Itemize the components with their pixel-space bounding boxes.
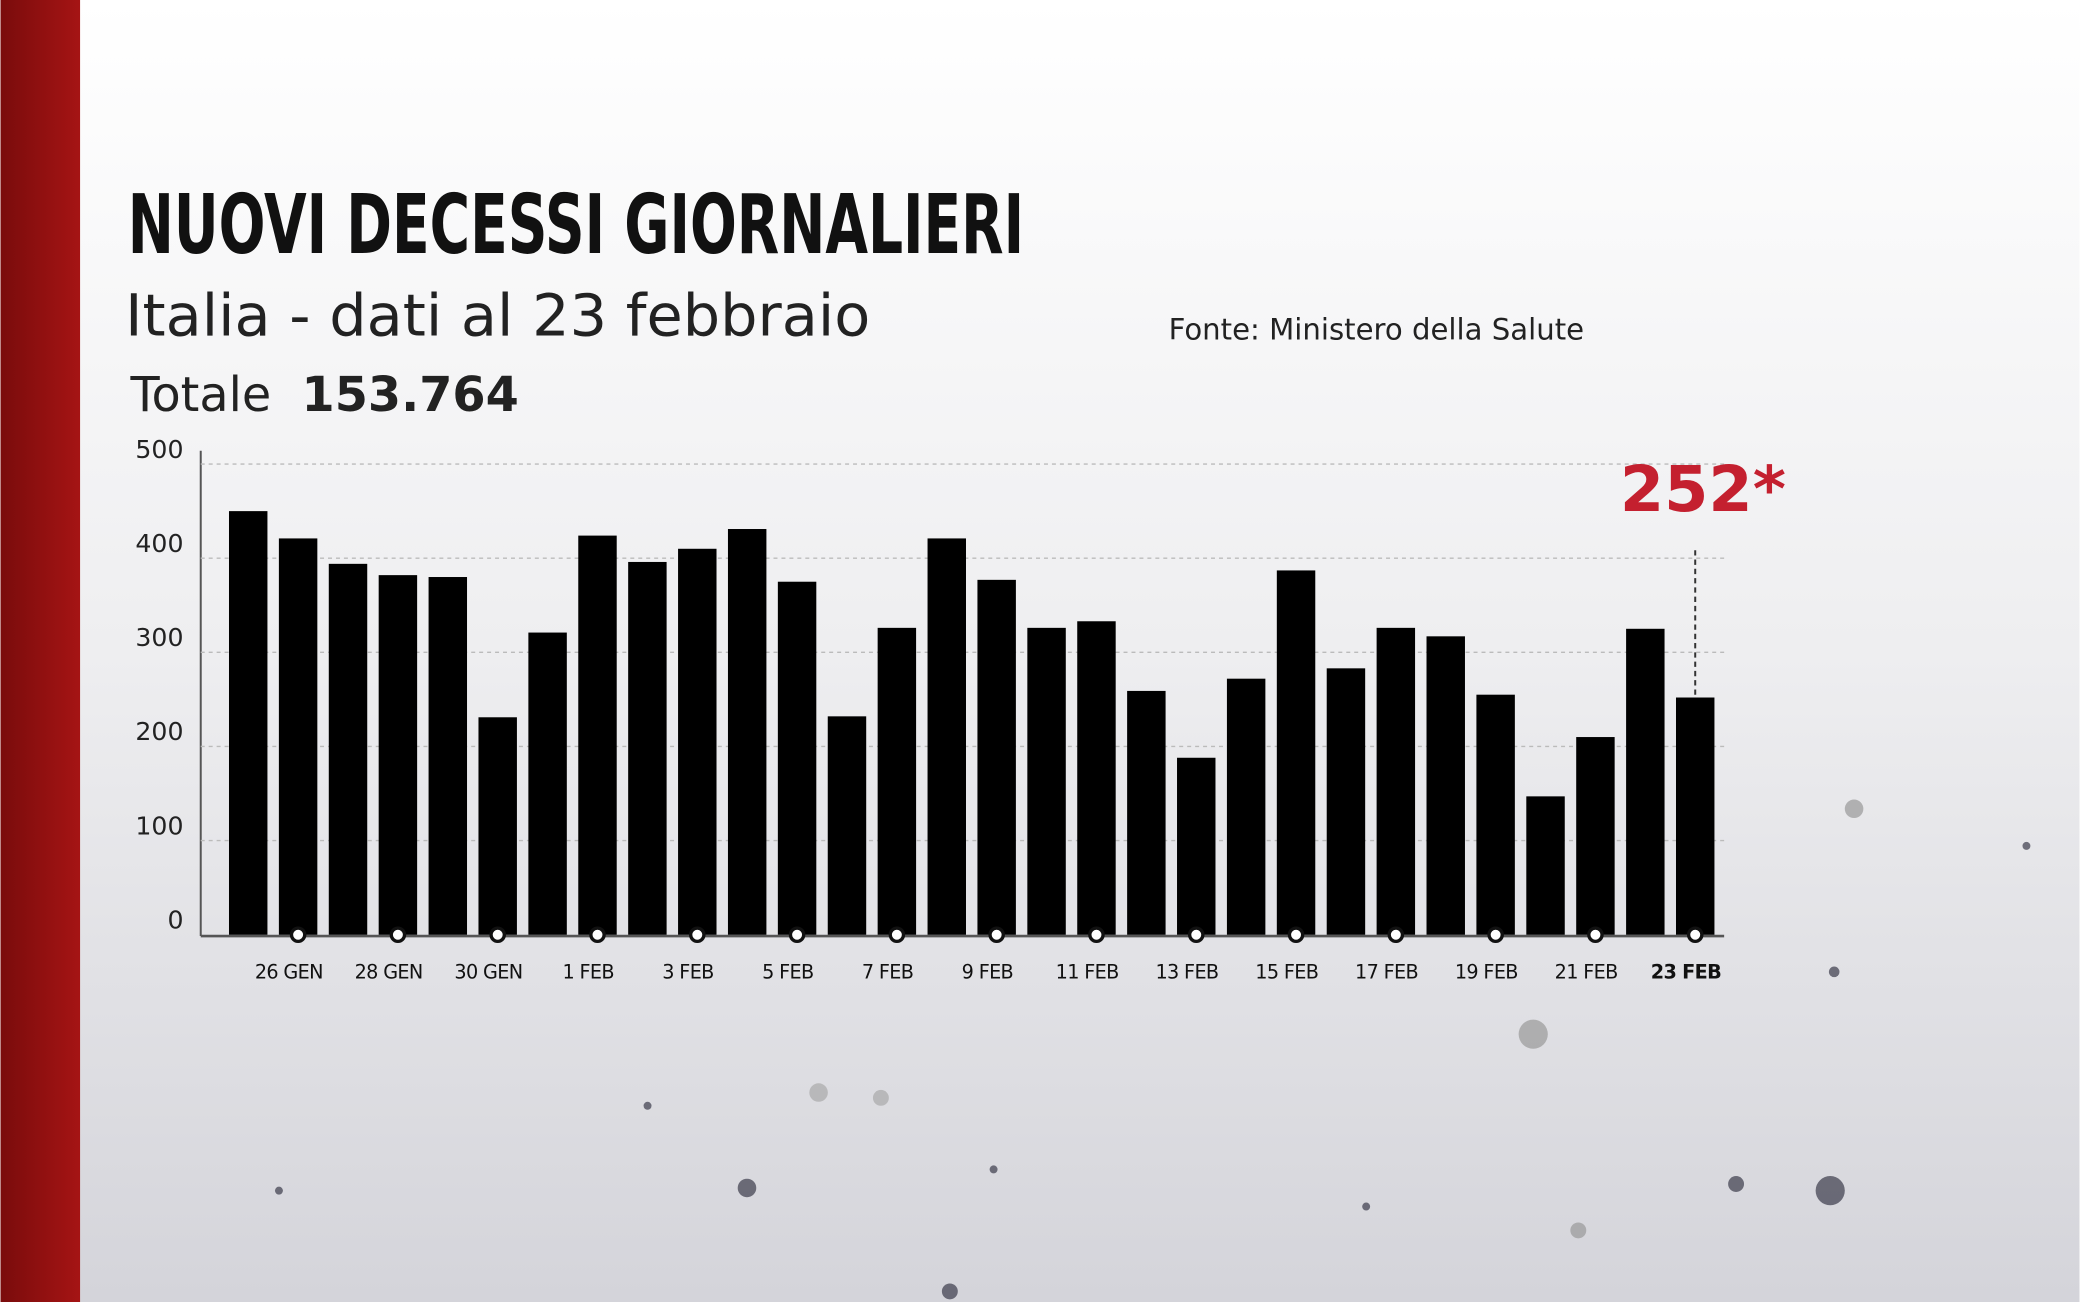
- tick-dot: [1387, 926, 1405, 944]
- bar: [278, 538, 318, 935]
- tick-dot: [1487, 926, 1504, 944]
- bar: [777, 581, 817, 935]
- bar: [1127, 690, 1166, 935]
- x-tick-label: 23 FEB: [1651, 961, 1721, 984]
- x-tick-label: 11 FEB: [1056, 961, 1119, 984]
- total-value: 153.764: [301, 368, 518, 423]
- x-tick-label: 5 FEB: [762, 961, 813, 984]
- x-tick-label: 9 FEB: [962, 961, 1013, 984]
- bar: [478, 717, 517, 935]
- bar: [228, 511, 268, 935]
- chart-title: NUOVI DECESSI GIORNALIERI: [128, 178, 1024, 273]
- tick-dot: [489, 926, 506, 944]
- x-tick-label: 26 GEN: [255, 961, 323, 984]
- bar: [927, 538, 966, 935]
- tick-dot: [688, 926, 706, 944]
- y-tick-label: 500: [135, 435, 183, 464]
- chart-subtitle: Italia - dati al 23 febbraio: [125, 282, 870, 350]
- bar: [827, 716, 867, 935]
- side-stripe: [0, 0, 81, 1302]
- x-tick-label: 13 FEB: [1155, 961, 1218, 984]
- tick-dot: [589, 926, 606, 944]
- tick-dot: [788, 926, 806, 944]
- chart-source: Fonte: Ministero della Salute: [1169, 312, 1584, 346]
- bar: [1226, 678, 1266, 935]
- bar: [1376, 627, 1416, 935]
- bar: [1426, 636, 1465, 935]
- x-tick-label: 15 FEB: [1255, 961, 1318, 984]
- tick-dot: [988, 926, 1005, 944]
- tick-dot: [1088, 926, 1105, 944]
- x-tick-label: 21 FEB: [1555, 961, 1618, 984]
- bar: [877, 627, 917, 935]
- tick-dot: [389, 926, 407, 944]
- bar: [1077, 621, 1116, 935]
- bar: [378, 575, 418, 935]
- tick-dot: [289, 926, 307, 944]
- bar: [1326, 668, 1366, 935]
- bar: [1476, 694, 1515, 935]
- x-tick-label: 30 GEN: [454, 961, 522, 984]
- bar: [1526, 796, 1565, 935]
- bar: [528, 632, 567, 935]
- bar: [428, 577, 468, 935]
- bar: [727, 529, 767, 935]
- bar: [1276, 570, 1316, 935]
- y-tick-label: 100: [135, 811, 183, 840]
- tick-dot: [1686, 926, 1704, 944]
- tick-dot: [1587, 926, 1604, 944]
- bar: [1626, 628, 1665, 935]
- y-tick-label: 0: [167, 905, 183, 934]
- annotation: 252*: [1620, 453, 1786, 527]
- tick-dot: [1287, 926, 1305, 944]
- x-tick-label: 28 GEN: [355, 961, 423, 984]
- y-tick-label: 200: [135, 717, 183, 746]
- y-tick-label: 300: [135, 623, 183, 652]
- tick-dot: [888, 926, 906, 944]
- x-tick-label: 17 FEB: [1355, 961, 1418, 984]
- x-tick-label: 1 FEB: [563, 961, 614, 984]
- bar: [1177, 757, 1216, 935]
- bar: [328, 563, 368, 935]
- y-tick-label: 400: [135, 529, 183, 558]
- bar: [1675, 697, 1715, 935]
- decor-dots: [274, 799, 2031, 1300]
- bar: [1027, 627, 1066, 935]
- tick-dot: [1187, 926, 1205, 944]
- bar: [578, 535, 617, 935]
- total-label: Totale: [129, 368, 271, 423]
- bar: [1576, 737, 1615, 935]
- bar: [628, 561, 667, 935]
- x-tick-label: 3 FEB: [662, 961, 713, 984]
- bar: [977, 579, 1016, 935]
- x-tick-label: 7 FEB: [862, 961, 913, 984]
- bar: [678, 548, 717, 935]
- x-tick-label: 19 FEB: [1455, 961, 1518, 984]
